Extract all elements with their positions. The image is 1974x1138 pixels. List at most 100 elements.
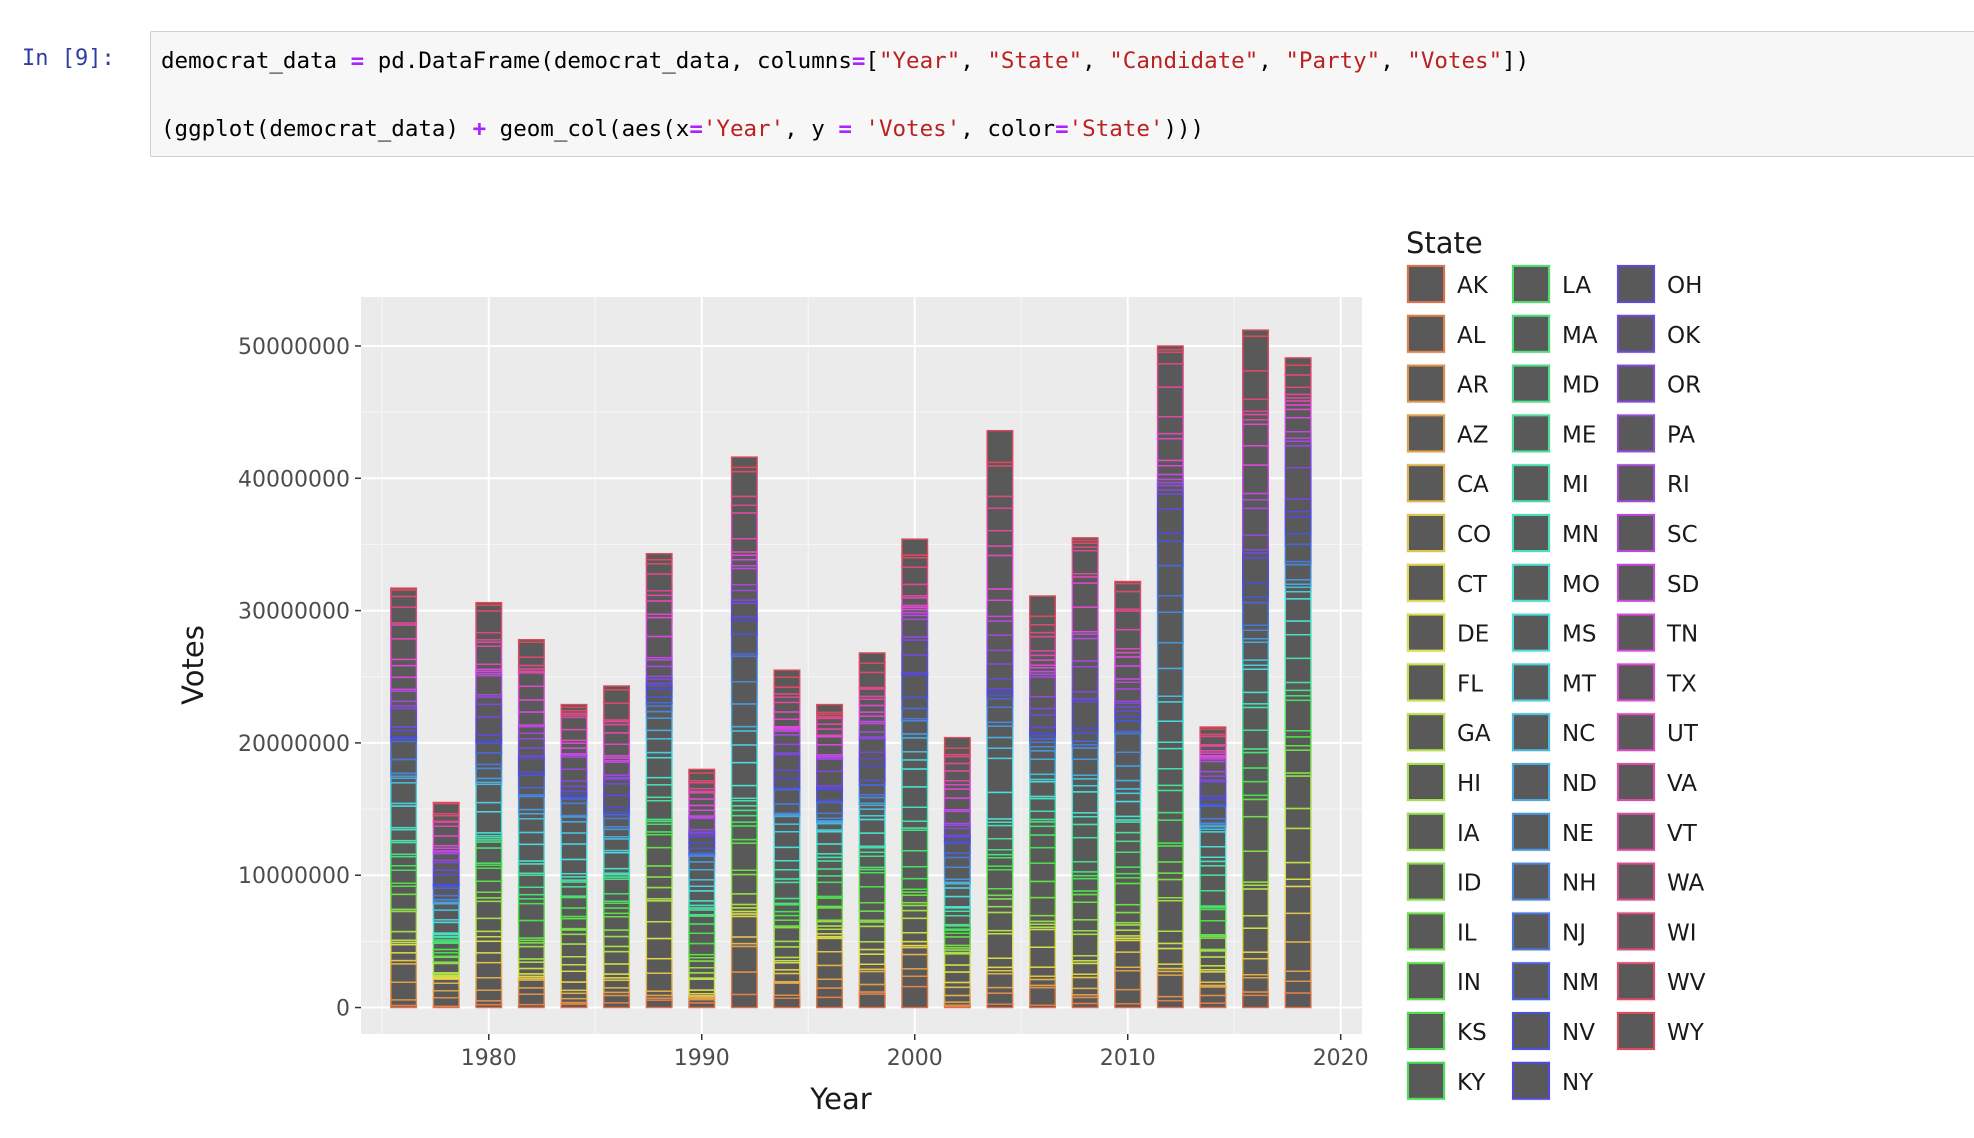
bar [944,737,971,1008]
code-token: (ggplot(democrat_data) [161,116,473,142]
legend-label: IA [1457,821,1480,847]
legend-key [1407,962,1445,1001]
bar [518,639,545,1008]
legend-label: SD [1667,572,1699,598]
legend-key [1512,1012,1550,1050]
legend-label: ID [1457,871,1482,897]
code-token: = [838,116,852,142]
y-axis: 0 10000000 20000000 30000000 40000000 5000000… [238,335,361,1022]
code-token [852,116,866,142]
x-tick-label: 1990 [674,1046,730,1071]
legend-key [1617,613,1655,652]
legend-key [1407,613,1445,652]
bar-segment [1156,345,1184,351]
legend-key [1617,862,1655,901]
code-token: = [1055,116,1069,142]
code-token: , [1380,48,1408,74]
legend-label: AR [1457,373,1489,399]
legend-label: OH [1667,273,1702,299]
legend-label: GA [1457,721,1491,747]
legend-key [1407,563,1445,602]
code-token: democrat_data [161,48,351,74]
legend-key [1617,812,1655,851]
x-tick-label: 1980 [461,1046,517,1071]
bar-segment [688,768,716,774]
legend-key [1512,514,1550,552]
bar [603,686,630,1008]
bar-segment [773,669,801,678]
legend-key [1512,613,1550,652]
legend-key [1617,414,1655,453]
legend-key [1407,1061,1445,1100]
code-token: 'State' [1068,116,1164,142]
code-token: "Candidate" [1109,48,1259,74]
bar-segment [816,703,844,714]
code-token: 'Votes' [865,116,961,142]
legend-key [1617,763,1655,801]
legend-label: NE [1562,821,1594,847]
legend-key [1512,314,1550,353]
bar [901,539,928,1008]
legend-label: KS [1457,1020,1487,1046]
legend-label: CT [1457,572,1488,598]
legend-key [1512,265,1550,303]
legend-label: MT [1562,671,1597,697]
legend-key [1407,912,1445,951]
bar-segment [390,587,418,591]
bar-segment [730,456,758,469]
bar-segment [1284,357,1312,367]
bar [646,553,672,1008]
legend-label: KY [1457,1070,1486,1096]
legend-key [1617,464,1655,503]
legend-label: UT [1667,721,1699,747]
bar-segment [517,638,545,643]
legend-key [1407,265,1445,303]
code-line-1: democrat_data = pd.DataFrame(democrat_da… [161,48,1529,74]
legend-key [1617,912,1655,951]
legend-label: MO [1562,572,1600,598]
legend-key [1512,464,1550,503]
bar-segment [432,801,460,805]
y-tick-label: 10000000 [238,864,350,889]
bar-segment [645,552,673,561]
legend-label: WY [1667,1020,1705,1046]
legend-key [1407,464,1445,503]
legend-key [1407,1012,1445,1050]
legend-label: NJ [1562,920,1586,946]
bar [987,430,1013,1008]
legend-key [1512,862,1550,901]
legend-label: NV [1562,1020,1595,1046]
bar-segment [560,703,588,708]
legend-key [1617,514,1655,552]
code-token: ]) [1502,48,1530,74]
legend-label: PA [1667,422,1695,448]
code-token: , y [784,116,839,142]
bar [476,602,502,1008]
legend-key [1512,713,1550,752]
bar [1072,537,1098,1008]
code-token: 'Year' [702,116,785,142]
legend-label: CA [1457,472,1489,498]
legend-label: NM [1562,970,1599,996]
x-tick-label: 2000 [887,1046,943,1071]
cell-output: 1980 1990 2000 2010 2020 0 10000000 20000000 30… [150,210,1710,1134]
code-token: = [851,48,866,74]
code-token: ))) [1163,116,1205,142]
bar-segment [603,685,631,691]
legend-title: State [1406,226,1483,260]
legend-label: RI [1667,472,1690,498]
legend-label: NC [1562,721,1595,747]
x-tick-label: 2020 [1313,1046,1369,1071]
legend-label: SC [1667,522,1698,548]
legend-key [1407,314,1445,353]
legend-label: DE [1457,622,1489,648]
y-tick-label: 40000000 [238,467,350,492]
legend-label: NH [1562,871,1597,897]
code-token: "Year" [878,48,961,74]
code-token: + [472,116,487,142]
code-token: , color [960,116,1056,142]
legend-label: AL [1457,323,1486,349]
code-editor[interactable]: democrat_data = pd.DataFrame(democrat_da… [150,31,1974,157]
legend-label: HI [1457,771,1481,797]
